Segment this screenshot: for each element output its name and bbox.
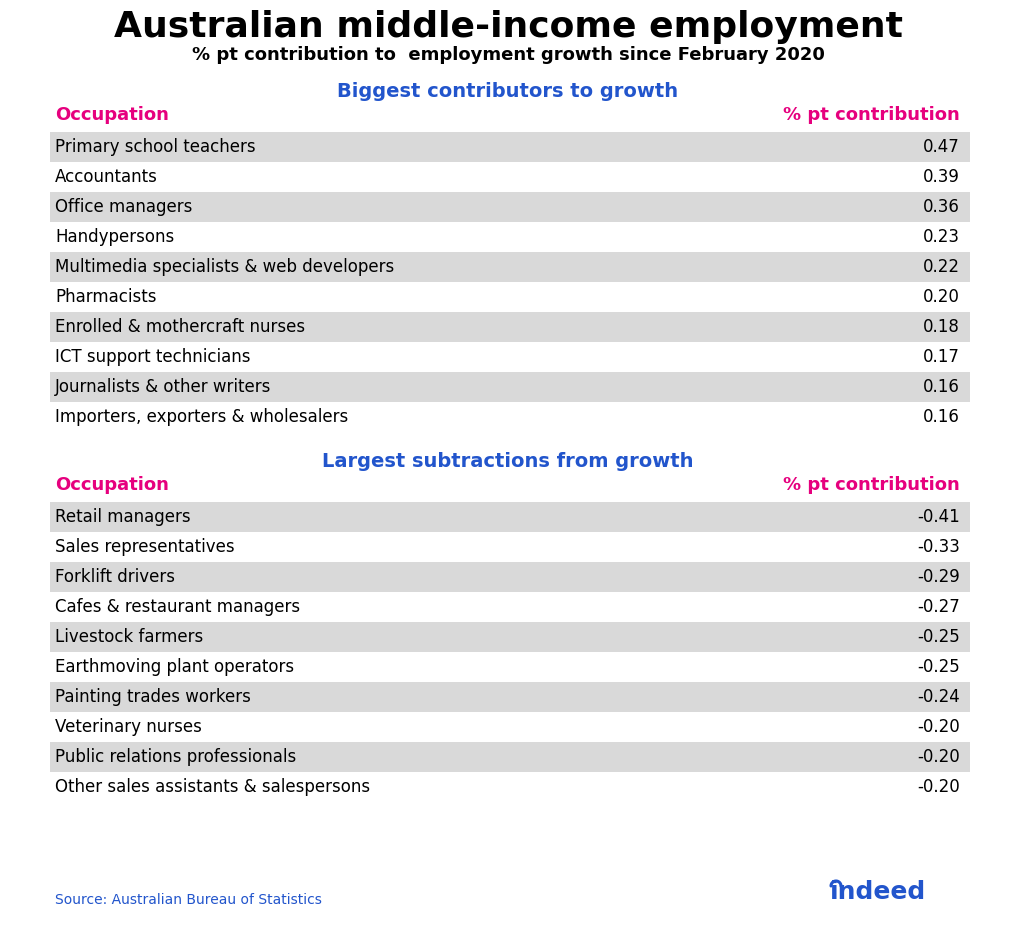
Bar: [50, 342, 970, 372]
Bar: [50, 532, 970, 562]
Bar: [50, 252, 970, 282]
Text: Occupation: Occupation: [55, 476, 169, 494]
Bar: [50, 562, 970, 592]
Bar: [50, 132, 970, 162]
Bar: [50, 652, 970, 682]
Text: 0.47: 0.47: [924, 138, 960, 156]
Text: Earthmoving plant operators: Earthmoving plant operators: [55, 658, 294, 676]
Text: % pt contribution to  employment growth since February 2020: % pt contribution to employment growth s…: [192, 46, 824, 64]
Text: Pharmacists: Pharmacists: [55, 288, 156, 306]
Text: 0.18: 0.18: [924, 318, 960, 336]
Text: Forklift drivers: Forklift drivers: [55, 568, 175, 586]
Text: 0.39: 0.39: [924, 168, 960, 186]
Text: -0.33: -0.33: [917, 538, 960, 556]
Bar: [50, 282, 970, 312]
Text: -0.20: -0.20: [917, 748, 960, 766]
Text: Office managers: Office managers: [55, 198, 192, 216]
Text: Public relations professionals: Public relations professionals: [55, 748, 297, 766]
Bar: [50, 192, 970, 222]
Text: indeed: indeed: [830, 880, 927, 904]
Text: Largest subtractions from growth: Largest subtractions from growth: [322, 452, 694, 471]
Text: Importers, exporters & wholesalers: Importers, exporters & wholesalers: [55, 408, 348, 426]
Text: Australian middle-income employment: Australian middle-income employment: [114, 10, 902, 44]
Bar: [50, 162, 970, 192]
Text: Multimedia specialists & web developers: Multimedia specialists & web developers: [55, 258, 394, 276]
Text: -0.24: -0.24: [917, 688, 960, 706]
Text: -0.20: -0.20: [917, 778, 960, 796]
Text: -0.25: -0.25: [917, 628, 960, 646]
Text: -0.20: -0.20: [917, 718, 960, 736]
Text: Biggest contributors to growth: Biggest contributors to growth: [337, 82, 679, 101]
Bar: [50, 502, 970, 532]
Bar: [50, 592, 970, 622]
Text: Journalists & other writers: Journalists & other writers: [55, 378, 271, 396]
Text: Source: Australian Bureau of Statistics: Source: Australian Bureau of Statistics: [55, 893, 322, 907]
Text: Handypersons: Handypersons: [55, 228, 175, 246]
Text: 0.17: 0.17: [924, 348, 960, 366]
Text: Veterinary nurses: Veterinary nurses: [55, 718, 202, 736]
Text: -0.25: -0.25: [917, 658, 960, 676]
Text: ICT support technicians: ICT support technicians: [55, 348, 251, 366]
Text: Painting trades workers: Painting trades workers: [55, 688, 251, 706]
Bar: [50, 622, 970, 652]
Text: % pt contribution: % pt contribution: [783, 476, 960, 494]
Bar: [50, 372, 970, 402]
Text: Accountants: Accountants: [55, 168, 157, 186]
Text: 0.16: 0.16: [924, 408, 960, 426]
Text: Livestock farmers: Livestock farmers: [55, 628, 203, 646]
Bar: [50, 222, 970, 252]
Text: Cafes & restaurant managers: Cafes & restaurant managers: [55, 598, 300, 616]
Text: Enrolled & mothercraft nurses: Enrolled & mothercraft nurses: [55, 318, 305, 336]
Text: 0.22: 0.22: [923, 258, 960, 276]
Bar: [50, 712, 970, 742]
Bar: [50, 742, 970, 772]
Text: 0.20: 0.20: [924, 288, 960, 306]
Text: % pt contribution: % pt contribution: [783, 106, 960, 124]
Text: -0.29: -0.29: [917, 568, 960, 586]
Text: 0.16: 0.16: [924, 378, 960, 396]
Text: 0.36: 0.36: [924, 198, 960, 216]
Bar: [50, 312, 970, 342]
Bar: [50, 402, 970, 432]
Text: -0.27: -0.27: [917, 598, 960, 616]
Text: Primary school teachers: Primary school teachers: [55, 138, 256, 156]
Text: -0.41: -0.41: [917, 508, 960, 526]
Text: Occupation: Occupation: [55, 106, 169, 124]
Text: Other sales assistants & salespersons: Other sales assistants & salespersons: [55, 778, 370, 796]
Bar: [50, 682, 970, 712]
Text: 0.23: 0.23: [923, 228, 960, 246]
Text: Sales representatives: Sales representatives: [55, 538, 235, 556]
Text: Retail managers: Retail managers: [55, 508, 191, 526]
Bar: [50, 772, 970, 802]
